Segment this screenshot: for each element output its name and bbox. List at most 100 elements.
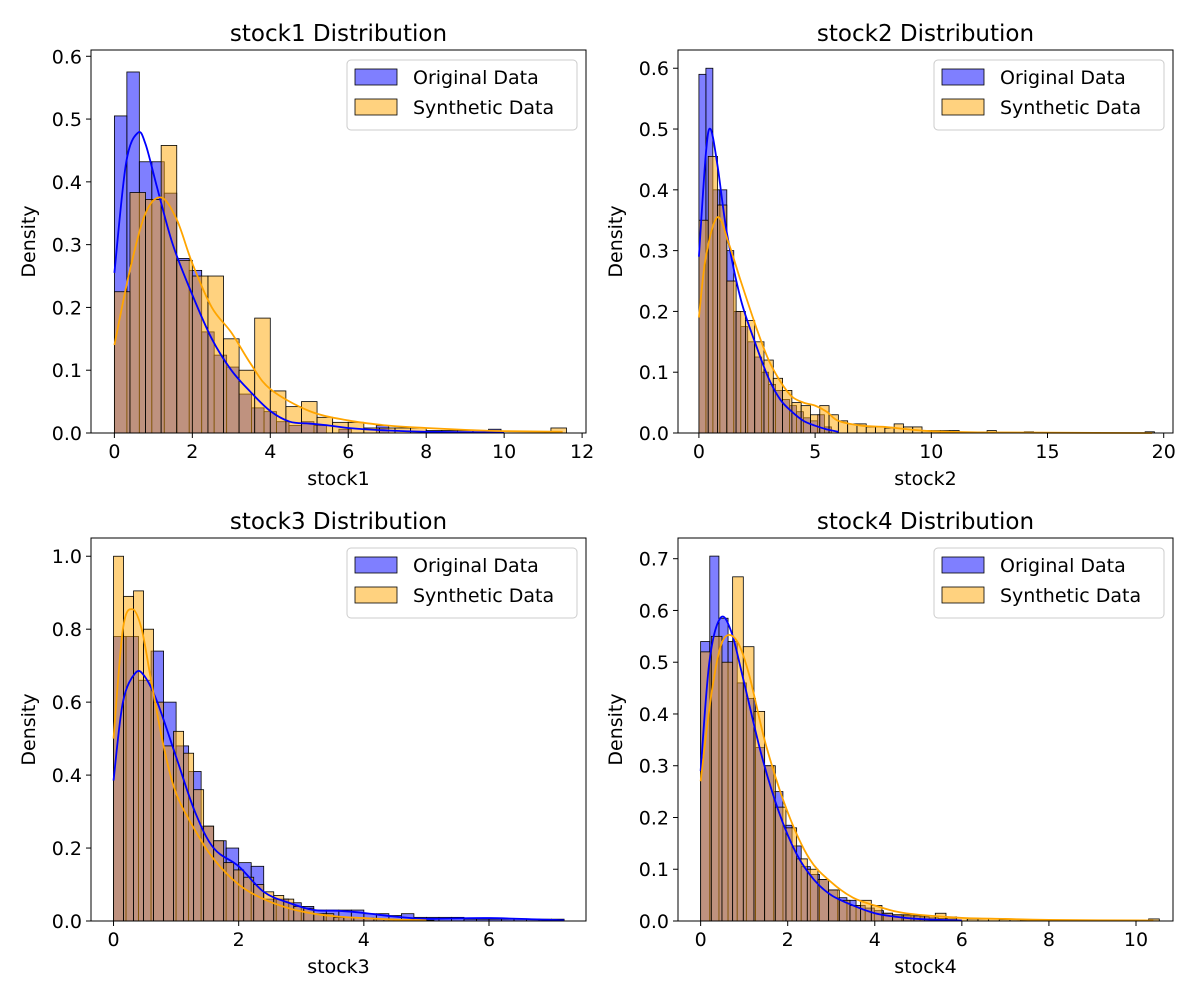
kde-line-synthetic: [112, 608, 427, 922]
kde-line-original: [699, 615, 962, 922]
y-tick-label: 0.1: [639, 859, 669, 881]
y-tick-label: 0.5: [639, 119, 669, 141]
kde-line-original: [113, 131, 505, 434]
x-tick-label: 20: [1152, 441, 1176, 463]
kde-line-original: [112, 670, 565, 922]
y-tick-label: 0.6: [52, 46, 82, 68]
y-tick-label: 0.5: [52, 109, 82, 131]
x-tick-label: 0: [693, 441, 705, 463]
legend-box: [346, 59, 578, 131]
x-tick-label: 0: [107, 929, 119, 951]
legend-swatch-original: [354, 556, 398, 574]
legend-box: [933, 59, 1165, 131]
histogram-bar: [193, 789, 205, 922]
axes-frame: [677, 49, 1174, 434]
axes-frame: [90, 537, 587, 922]
subplot-3: 0 2 4 6 0.0 0.2 0.4 0.6 0.8 1.0 stock3 Distributio…: [18, 509, 587, 978]
legend-swatch-synthetic: [354, 98, 398, 116]
legend-label: Original Data: [1000, 555, 1126, 577]
histogram-synthetic: [698, 155, 1155, 434]
y-tick-label: 0.1: [639, 362, 669, 384]
kde-line-synthetic: [699, 633, 1154, 922]
subplot-2: 0 5 10 15 20 0.0 0.1 0.2 0.3 0.4 0.5 0.6 stock2 Dist…: [605, 21, 1176, 490]
y-tick-label: 0.3: [639, 756, 669, 778]
legend-swatch-original: [941, 68, 985, 86]
x-tick-label: 10: [1124, 929, 1148, 951]
histogram-bar: [285, 406, 302, 434]
histogram-bar: [735, 311, 746, 434]
x-tick-label: 15: [1035, 441, 1059, 463]
x-tick-label: 8: [420, 441, 432, 463]
histogram-bar: [183, 752, 195, 922]
histogram-bar: [113, 291, 131, 434]
histogram-bar: [717, 204, 728, 434]
x-axis-label: stock4: [894, 956, 957, 978]
histogram-bar: [301, 401, 318, 434]
histogram-bar: [238, 369, 256, 434]
histogram-bar: [721, 661, 734, 922]
histogram-bar: [764, 765, 776, 922]
y-tick-label: 0.2: [52, 297, 82, 319]
histogram-bar: [772, 377, 783, 434]
y-tick-label: 0.0: [52, 911, 82, 933]
y-tick-label: 1.0: [52, 546, 82, 568]
chart-title: stock1 Distribution: [230, 21, 447, 47]
x-tick-label: 10: [492, 441, 516, 463]
legend-swatch-synthetic: [941, 98, 985, 116]
histogram-bar: [707, 155, 718, 434]
chart-title: stock4 Distribution: [817, 509, 1034, 535]
y-axis-label: Density: [18, 693, 40, 765]
legend-swatch-synthetic: [354, 586, 398, 604]
histogram-bar: [333, 916, 345, 922]
chart-title: stock2 Distribution: [817, 21, 1034, 47]
x-tick-label: 8: [1043, 929, 1055, 951]
legend-label: Original Data: [1000, 67, 1126, 89]
kde-line-synthetic: [698, 216, 1153, 434]
y-tick-label: 0.0: [639, 911, 669, 933]
x-axis-label: stock1: [307, 468, 370, 490]
legend: Original Data Synthetic Data: [346, 59, 578, 131]
x-tick-label: 12: [570, 441, 594, 463]
histogram-bar: [223, 338, 240, 434]
histogram-bar: [865, 426, 876, 434]
legend-box: [346, 547, 578, 619]
histogram-bar: [875, 426, 886, 434]
legend-label: Synthetic Data: [413, 97, 554, 119]
y-tick-label: 0.2: [639, 807, 669, 829]
x-tick-label: 4: [264, 441, 276, 463]
histogram-bar: [145, 199, 162, 434]
y-tick-label: 0.7: [639, 549, 669, 571]
histogram-bar: [133, 590, 144, 922]
legend-swatch-original: [354, 68, 398, 86]
x-tick-label: 5: [809, 441, 821, 463]
y-tick-label: 0.0: [52, 423, 82, 445]
y-tick-label: 0.4: [639, 704, 669, 726]
subplot-4: 0 2 4 6 8 10 0.0 0.1 0.2 0.3 0.4 0.5 0.6 0.7 stock4 Di…: [605, 509, 1174, 978]
histogram-bar: [143, 628, 154, 922]
x-tick-label: 6: [956, 929, 968, 951]
x-tick-label: 2: [782, 929, 794, 951]
axes-frame: [90, 49, 587, 434]
x-tick-label: 2: [233, 929, 245, 951]
x-tick-label: 6: [342, 441, 354, 463]
y-tick-label: 0.1: [52, 360, 82, 382]
y-tick-label: 0.3: [52, 235, 82, 257]
y-tick-label: 0.2: [639, 301, 669, 323]
y-tick-label: 0.6: [639, 600, 669, 622]
y-tick-label: 0.8: [52, 619, 82, 641]
y-tick-label: 0.6: [639, 58, 669, 80]
x-axis-label: stock2: [894, 468, 957, 490]
legend-label: Original Data: [413, 555, 539, 577]
legend-label: Synthetic Data: [413, 585, 554, 607]
x-tick-label: 4: [869, 929, 881, 951]
histogram-bar: [782, 390, 793, 434]
kde-line-original: [698, 127, 839, 433]
x-tick-label: 4: [358, 929, 370, 951]
histogram-bar: [732, 576, 744, 922]
y-tick-label: 0.3: [639, 241, 669, 263]
y-axis-label: Density: [605, 693, 627, 765]
y-tick-label: 0.6: [52, 692, 82, 714]
x-axis-label: stock3: [307, 956, 370, 978]
histogram-bar: [123, 595, 134, 922]
